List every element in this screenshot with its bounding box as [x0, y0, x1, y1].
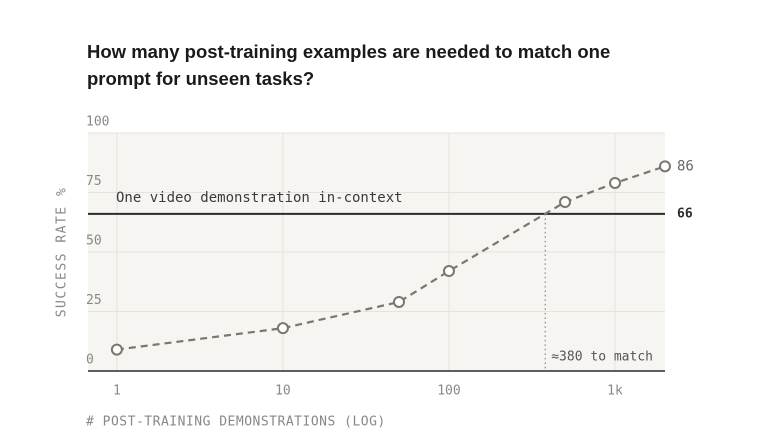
reference-value: 66	[677, 206, 693, 221]
y-tick-label: 100	[86, 115, 109, 130]
x-tick-label: 10	[275, 384, 291, 399]
x-axis-label: # POST-TRAINING DEMONSTRATIONS (LOG)	[86, 415, 386, 430]
chart-title: How many post-training examples are need…	[87, 41, 611, 89]
y-tick-label: 25	[86, 293, 102, 308]
end-label: 86	[677, 158, 694, 174]
y-tick-label: 75	[86, 174, 102, 189]
point	[392, 295, 405, 308]
y-tick-label: 50	[86, 234, 102, 249]
point	[276, 322, 289, 335]
x-tick-label: 1k	[607, 384, 623, 399]
point	[442, 265, 455, 278]
reference-label: One video demonstration in-context	[116, 190, 403, 206]
x-tick-label: 100	[437, 384, 460, 399]
x-tick-label: 1	[113, 384, 121, 399]
point	[110, 343, 123, 356]
point	[659, 160, 671, 173]
match-label: ≈380 to match	[551, 350, 653, 365]
point	[609, 176, 622, 189]
y-axis-label: SUCCESS RATE %	[55, 187, 70, 318]
point	[559, 196, 572, 209]
y-tick-label: 0	[86, 353, 94, 368]
